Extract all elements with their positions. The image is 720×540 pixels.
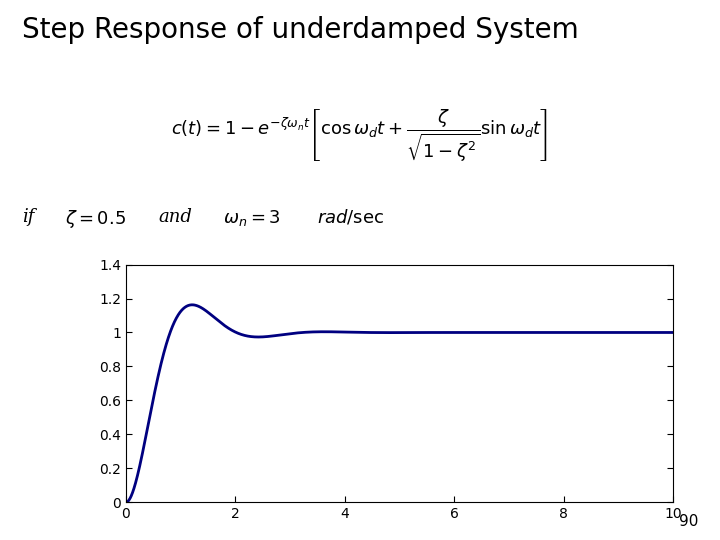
Text: Step Response of underdamped System: Step Response of underdamped System bbox=[22, 16, 578, 44]
Text: 90: 90 bbox=[679, 514, 698, 529]
Text: $\omega_n = 3$: $\omega_n = 3$ bbox=[223, 208, 281, 228]
Text: if: if bbox=[22, 208, 34, 226]
Text: and: and bbox=[158, 208, 192, 226]
Text: $\zeta = 0.5$: $\zeta = 0.5$ bbox=[65, 208, 126, 230]
Text: $\mathit{rad}$/sec: $\mathit{rad}$/sec bbox=[317, 208, 384, 227]
Text: $c(t) = 1 - e^{-\zeta\omega_n t}\left[\cos\omega_d t + \dfrac{\zeta}{\sqrt{1-\ze: $c(t) = 1 - e^{-\zeta\omega_n t}\left[\c… bbox=[171, 108, 549, 164]
